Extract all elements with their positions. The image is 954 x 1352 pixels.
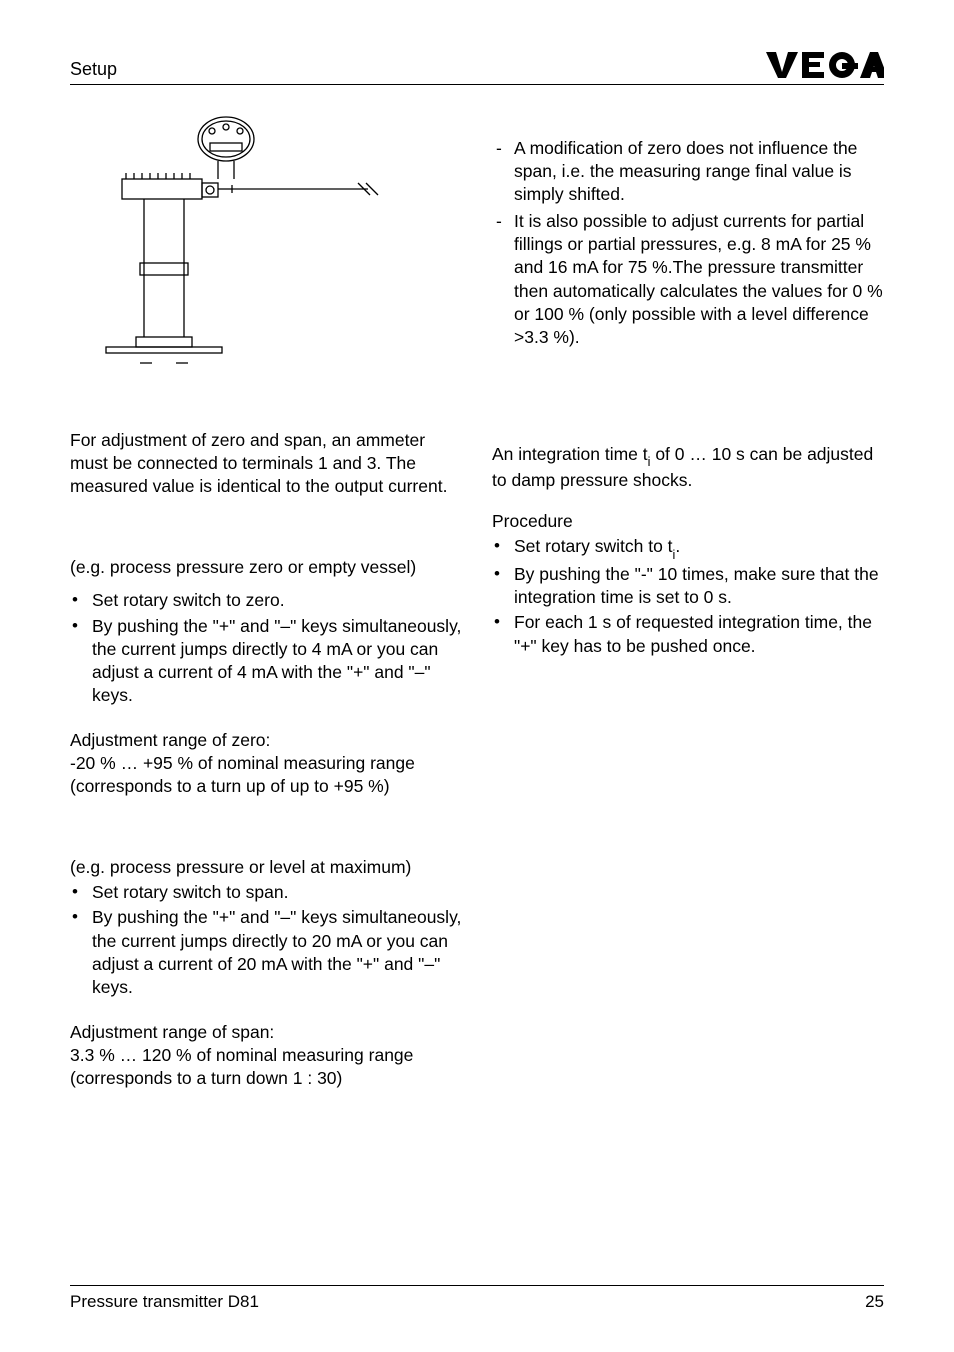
span-context: (e.g. process pressure or level at maxim…: [70, 856, 462, 879]
left-column: For adjustment of zero and span, an amme…: [70, 113, 462, 1100]
zero-range-line1: -20 % … +95 % of nominal measuring range: [70, 752, 462, 775]
page: Setup: [0, 0, 954, 1352]
span-range-title: Adjustment range of span:: [70, 1021, 462, 1044]
list-item: Set rotary switch to ti.: [492, 535, 884, 561]
procedure-steps: Set rotary switch to ti. By pushing the …: [492, 535, 884, 657]
procedure-title: Procedure: [492, 510, 884, 533]
header-rule: [70, 84, 884, 85]
list-item: Set rotary switch to zero.: [70, 589, 462, 612]
vega-logo: [764, 48, 884, 80]
section-title: Setup: [70, 59, 117, 80]
notes-list: A modification of zero does not influenc…: [492, 137, 884, 349]
list-item: It is also possible to adjust currents f…: [492, 210, 884, 349]
span-range-line2: (corresponds to a turn down 1 : 30): [70, 1067, 462, 1090]
zero-steps: Set rotary switch to zero. By pushing th…: [70, 589, 462, 706]
integration-paragraph: An integration time ti of 0 … 10 s can b…: [492, 443, 884, 492]
subscript: i: [673, 548, 676, 562]
text: An integration time t: [492, 444, 648, 464]
zero-context: (e.g. process pressure zero or empty ves…: [70, 556, 462, 579]
zero-range-title: Adjustment range of zero:: [70, 729, 462, 752]
text: Set rotary switch to t: [514, 536, 673, 556]
span-steps: Set rotary switch to span. By pushing th…: [70, 881, 462, 998]
content-columns: For adjustment of zero and span, an amme…: [70, 113, 884, 1100]
list-item: A modification of zero does not influenc…: [492, 137, 884, 206]
list-item: Set rotary switch to span.: [70, 881, 462, 904]
intro-paragraph: For adjustment of zero and span, an amme…: [70, 429, 462, 498]
span-range-line1: 3.3 % … 120 % of nominal measuring range: [70, 1044, 462, 1067]
transmitter-figure: [100, 113, 462, 379]
header: Setup: [70, 48, 884, 80]
footer-page-number: 25: [865, 1292, 884, 1312]
footer-rule: [70, 1285, 884, 1286]
list-item: For each 1 s of requested integration ti…: [492, 611, 884, 657]
zero-range-line2: (corresponds to a turn up of up to +95 %…: [70, 775, 462, 798]
footer: Pressure transmitter D81 25: [70, 1285, 884, 1312]
right-column: A modification of zero does not influenc…: [492, 113, 884, 1100]
list-item: By pushing the "+" and "–" keys simultan…: [70, 615, 462, 707]
footer-doc-title: Pressure transmitter D81: [70, 1292, 259, 1312]
list-item: By pushing the "+" and "–" keys simultan…: [70, 906, 462, 998]
list-item: By pushing the "-" 10 times, make sure t…: [492, 563, 884, 609]
text: .: [675, 536, 680, 556]
